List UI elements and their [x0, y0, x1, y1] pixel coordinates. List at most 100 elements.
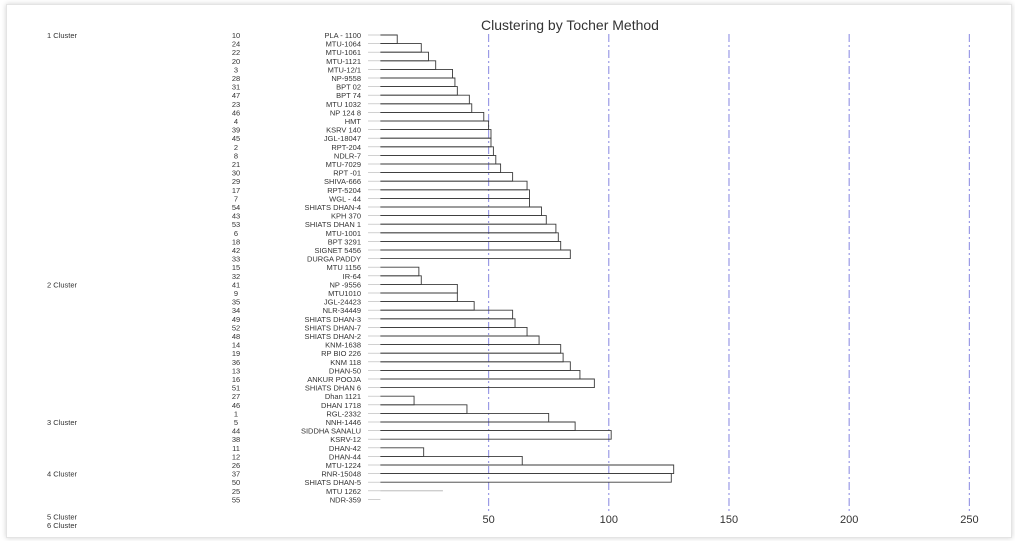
row-number: 8 [234, 151, 238, 160]
merge-bracket [380, 378, 595, 389]
row-number: 16 [232, 375, 240, 384]
merge-bracket [380, 154, 497, 165]
row-number: 17 [232, 186, 240, 195]
row-number: 27 [232, 392, 240, 401]
merge-bracket [380, 120, 490, 131]
merge-bracket [380, 361, 571, 371]
x-tick-label-250: 250 [960, 514, 978, 526]
merge-bracket [380, 404, 468, 414]
merge-bracket [380, 129, 492, 139]
merge-bracket [380, 163, 502, 174]
genotype-label: MTU-1001 [326, 229, 361, 238]
row-number: 14 [232, 341, 240, 350]
row-number: 20 [232, 57, 240, 66]
merge-bracket [380, 172, 514, 182]
genotype-label: DURGA PADDY [307, 255, 361, 264]
merge-bracket [380, 369, 581, 380]
row-number: 55 [232, 495, 240, 504]
row-number: 35 [232, 298, 240, 307]
genotype-label: SHIATS DHAN 1 [305, 220, 361, 229]
genotype-label: SHIATS DHAN-2 [304, 332, 361, 341]
merge-bracket [380, 77, 456, 88]
row-number: 46 [232, 108, 240, 117]
merge-bracket [380, 197, 530, 208]
merge-bracket [380, 86, 458, 96]
merge-bracket [380, 240, 562, 251]
row-number: 53 [232, 220, 240, 229]
row-number: 32 [232, 272, 240, 281]
genotype-label: WGL - 44 [329, 194, 361, 203]
merge-bracket [380, 326, 528, 337]
row-number: 31 [232, 83, 240, 92]
genotype-label: HMT [345, 117, 362, 126]
genotype-label: SHIATS DHAN-7 [304, 323, 361, 332]
row-number: 12 [232, 452, 240, 461]
row-number: 38 [232, 435, 240, 444]
genotype-label: NP 124 8 [330, 108, 361, 117]
cluster-label: 5 Cluster [47, 513, 78, 522]
row-number: 1 [234, 409, 238, 418]
genotype-label: IR-64 [343, 272, 361, 281]
cluster-label: 6 Cluster [47, 521, 78, 530]
row-number: 3 [234, 65, 238, 74]
row-number: 43 [232, 212, 240, 221]
genotype-label: MTU-1224 [326, 461, 361, 470]
genotype-label: BPT 02 [336, 83, 361, 92]
merge-bracket [380, 189, 530, 199]
genotype-label: PLA - 1100 [324, 31, 361, 40]
row-number: 4 [234, 117, 238, 126]
merge-bracket [380, 344, 562, 354]
row-number: 28 [232, 74, 240, 83]
genotype-label: MTU-1121 [326, 57, 361, 66]
genotype-label: RP BIO 226 [321, 349, 361, 358]
merge-bracket [380, 464, 675, 475]
row-number: 49 [232, 315, 240, 324]
row-number: 6 [234, 229, 238, 238]
chart-frame [6, 4, 1012, 538]
row-number: 29 [232, 177, 240, 186]
genotype-label: NDR-359 [330, 495, 361, 504]
genotype-label: NLR-34449 [323, 306, 361, 315]
merge-bracket [380, 395, 415, 406]
genotype-label: MTU1010 [328, 289, 361, 298]
genotype-label: MTU 1032 [326, 100, 361, 109]
row-number: 7 [234, 194, 238, 203]
merge-bracket [380, 146, 494, 156]
merge-bracket [380, 232, 559, 242]
genotype-label: NNH-1446 [326, 418, 361, 427]
row-number: 11 [232, 444, 240, 453]
row-number: 48 [232, 332, 240, 341]
row-number: 44 [232, 427, 240, 436]
genotype-label: NDLR-7 [334, 151, 361, 160]
x-tick-label-50: 50 [482, 514, 494, 526]
merge-bracket [380, 43, 422, 53]
genotype-label: NP-9558 [331, 74, 361, 83]
row-number: 42 [232, 246, 240, 255]
genotype-label: SHIATS DHAN-4 [304, 203, 361, 212]
genotype-label: MTU-7029 [326, 160, 361, 169]
genotype-label: DHAN-44 [329, 452, 361, 461]
merge-bracket [380, 473, 672, 483]
merge-bracket [380, 206, 542, 217]
merge-bracket [380, 412, 550, 423]
row-number: 10 [232, 31, 240, 40]
row-number: 2 [234, 143, 238, 152]
genotype-label: SHIATS DHAN-3 [304, 315, 361, 324]
genotype-label: KNM 118 [330, 358, 361, 367]
genotype-label: JGL-18047 [324, 134, 361, 143]
cluster-label: 1 Cluster [47, 31, 78, 40]
row-number: 39 [232, 126, 240, 135]
genotype-label: SHIATS DHAN-5 [304, 478, 361, 487]
genotype-label: KNM-1638 [325, 341, 361, 350]
merge-bracket [380, 94, 470, 105]
merge-bracket [380, 283, 458, 294]
merge-bracket [380, 266, 420, 277]
row-number: 5 [234, 418, 238, 427]
merge-bracket [380, 34, 398, 45]
genotype-label: RNR-15048 [321, 470, 361, 479]
cluster-label: 3 Cluster [47, 418, 78, 427]
merge-bracket [380, 68, 453, 79]
cluster-label: 4 Cluster [47, 470, 78, 479]
row-number: 46 [232, 401, 240, 410]
